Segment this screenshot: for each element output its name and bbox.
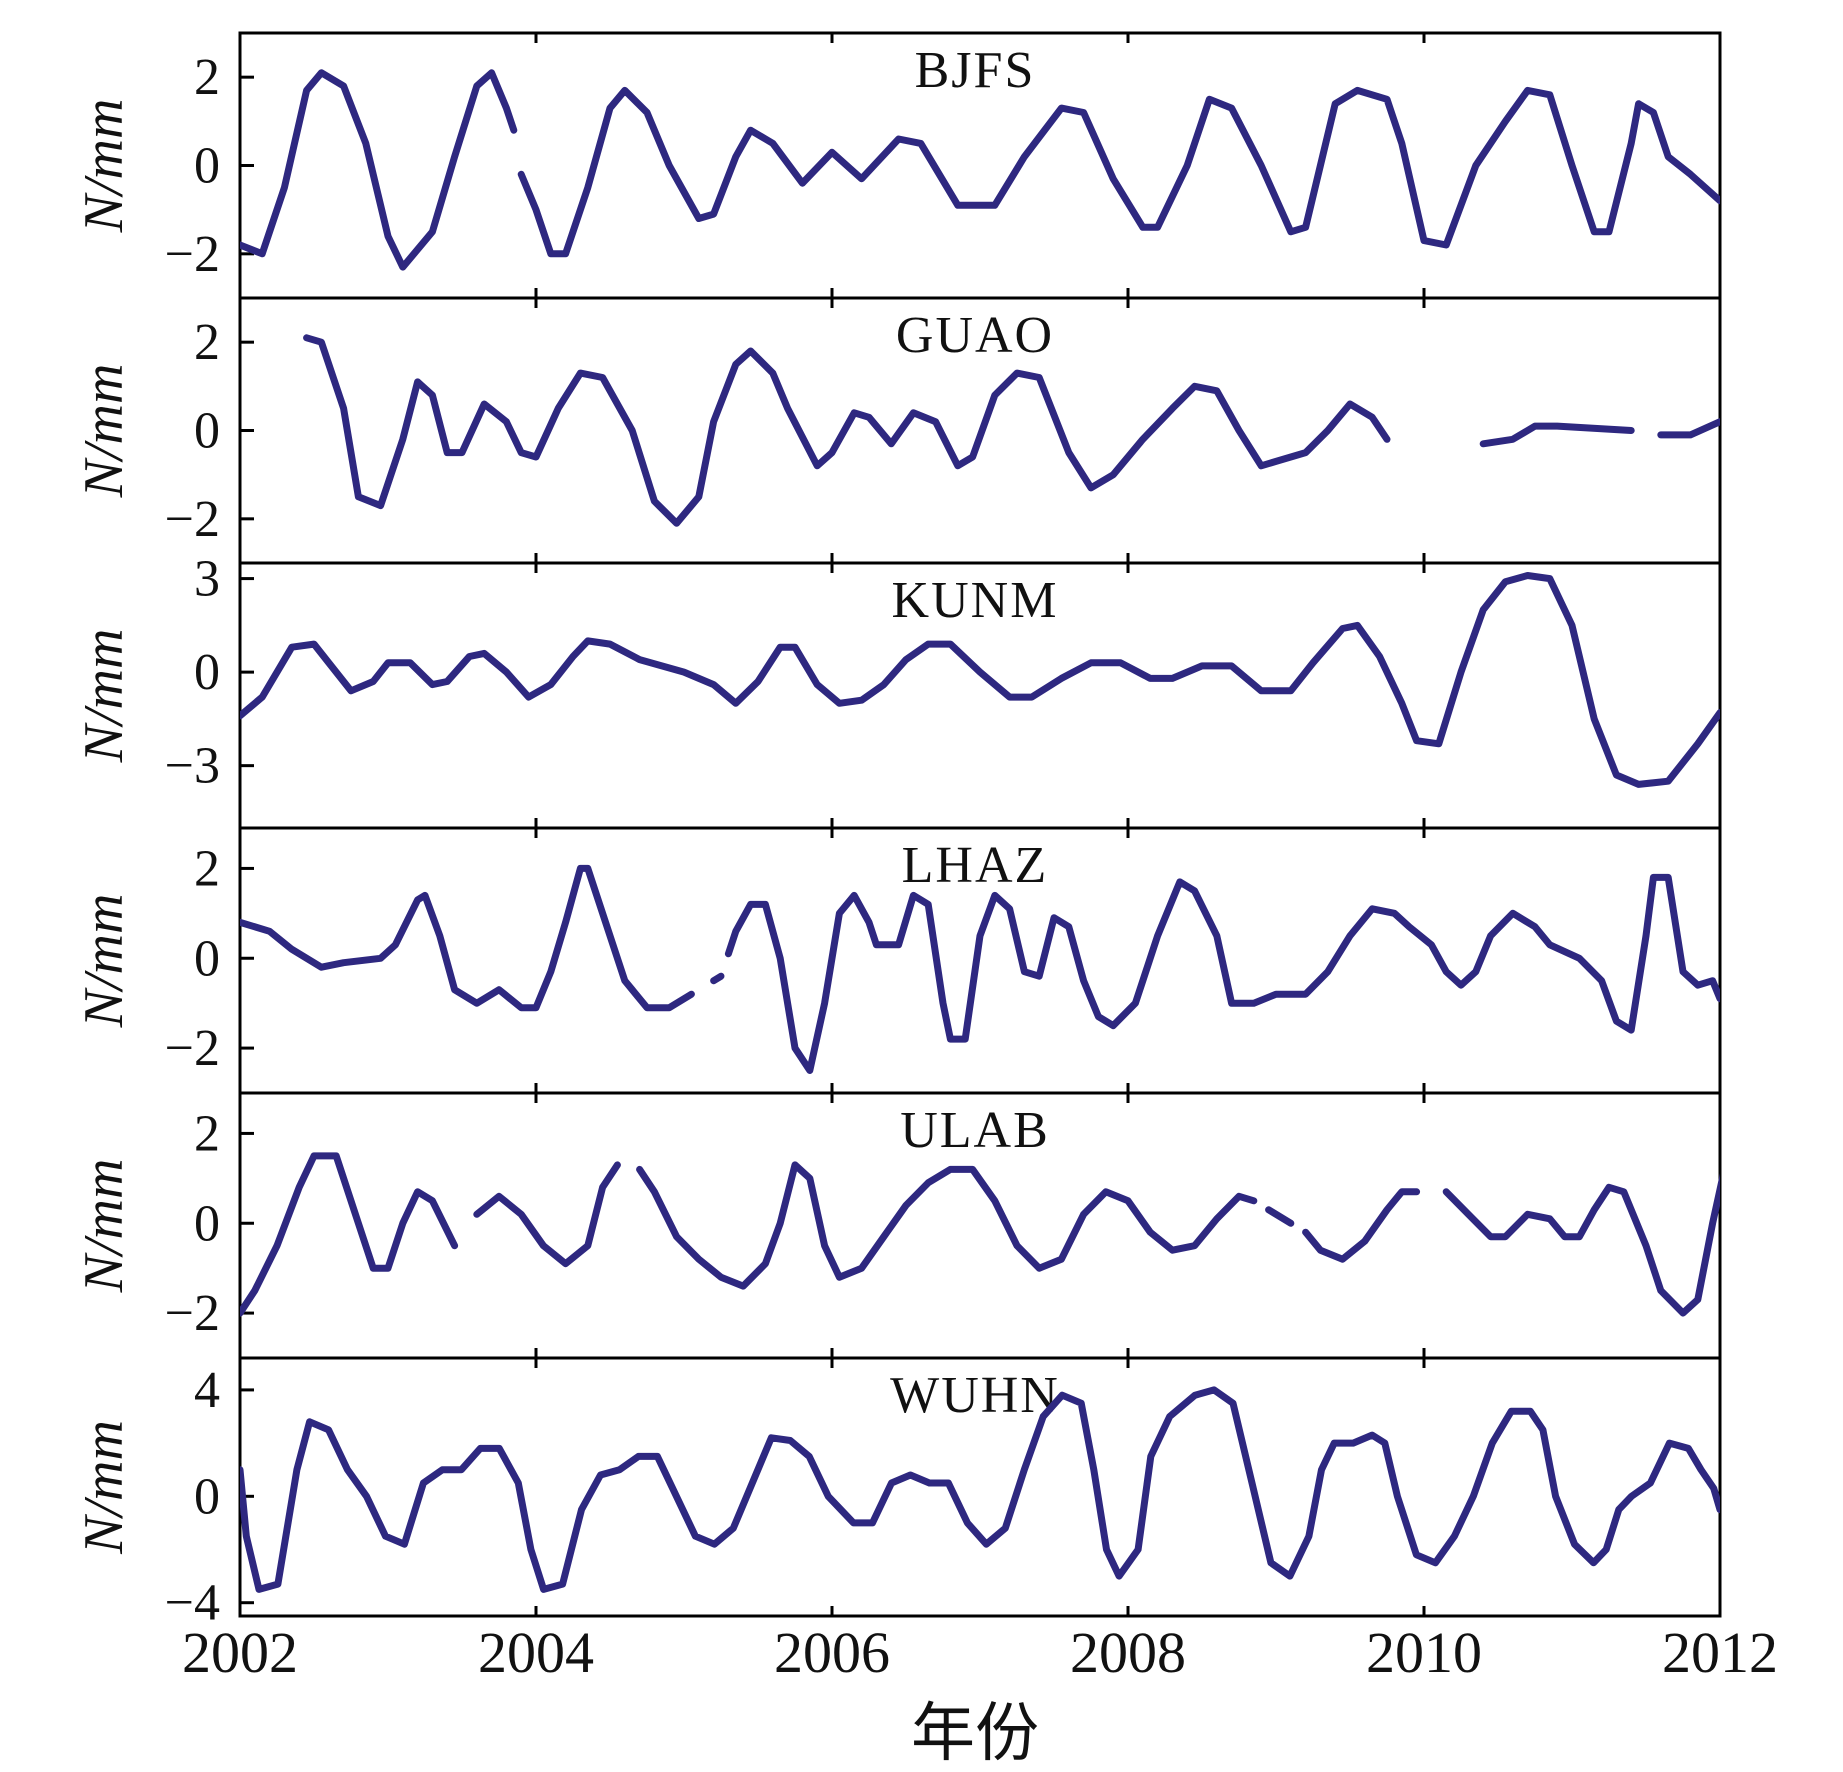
y-axis-label: N/mm (73, 1420, 135, 1555)
y-tick-label: −2 (165, 1020, 220, 1077)
panel-kunm: −3 0 3 N/mm KUNM (73, 551, 1722, 830)
y-tick-label: 0 (194, 644, 220, 701)
series-line-segment (710, 972, 725, 985)
y-tick-label: −2 (165, 1285, 220, 1342)
series-line-segment (724, 873, 1720, 1074)
panel-bjfs: −2 0 2 N/mm BJFS (73, 31, 1722, 300)
series-line-segment (1479, 422, 1635, 448)
y-tick-label: 2 (194, 314, 220, 371)
y-tick-label: 0 (194, 930, 220, 987)
panel-guao: −2 0 2 N/mm GUAO (73, 296, 1722, 565)
y-tick-label: 0 (194, 403, 220, 460)
y-tick-label: −2 (165, 226, 220, 283)
panel-title: WUHN (890, 1367, 1060, 1424)
panel-wuhn: −4 0 4 N/mm WUHN (73, 1356, 1722, 1632)
series-line-segment (240, 1386, 1720, 1593)
x-tick-labels: 2002 2004 2006 2008 2010 2012 (182, 1620, 1778, 1685)
y-tick-label: 0 (194, 138, 220, 195)
panel-title: ULAB (900, 1102, 1050, 1159)
x-tick-label: 2008 (1070, 1620, 1186, 1685)
y-tick-label: 0 (194, 1195, 220, 1252)
y-axis-label: N/mm (73, 364, 135, 499)
y-axis-label: N/mm (73, 894, 135, 1029)
x-tick-label: 2012 (1662, 1620, 1778, 1685)
y-tick-label: 3 (194, 551, 220, 608)
y-tick-label: 2 (194, 49, 220, 106)
y-axis-label: N/mm (73, 1159, 135, 1294)
series-line-segment (240, 69, 518, 271)
panel-title: LHAZ (902, 837, 1049, 894)
series-line-segment (636, 1161, 1258, 1290)
panel-lhaz: −2 0 2 N/mm LHAZ (73, 826, 1722, 1095)
series-line-segment (240, 572, 1720, 788)
series-line-segment (473, 1161, 621, 1268)
panel-title: BJFS (915, 42, 1036, 99)
x-tick-label: 2010 (1366, 1620, 1482, 1685)
panel-ulab: −2 0 2 N/mm ULAB (73, 1091, 1722, 1360)
y-tick-label: 2 (194, 840, 220, 897)
x-axis-label: 年份 (911, 1697, 1039, 1771)
y-axis-label: N/mm (73, 99, 135, 234)
x-tick-label: 2002 (182, 1620, 298, 1685)
y-tick-label: 2 (194, 1105, 220, 1162)
series-line-segment (303, 334, 1391, 527)
series-line-segment (1657, 418, 1720, 439)
y-tick-label: 4 (194, 1362, 220, 1419)
series-line-segment (240, 864, 695, 1012)
y-tick-label: −4 (165, 1575, 220, 1632)
y-tick-label: −3 (165, 738, 220, 795)
series-line-segment (240, 1152, 459, 1317)
panels: −2 0 2 N/mm BJFS −2 0 2 N/mm GUAO −3 0 3 N/mm KUNM −2 0 2… (73, 31, 1722, 1632)
series-line-segment (1265, 1206, 1295, 1227)
series-line-segment (1442, 1173, 1720, 1317)
x-tick-label: 2006 (774, 1620, 890, 1685)
x-tick-label: 2004 (478, 1620, 594, 1685)
panel-title: GUAO (896, 307, 1054, 364)
y-axis-label: N/mm (73, 629, 135, 764)
series-line-segment (517, 86, 1720, 258)
panel-title: KUNM (892, 572, 1059, 629)
y-tick-label: −2 (165, 491, 220, 548)
series-line-segment (1302, 1188, 1421, 1263)
y-tick-label: 0 (194, 1468, 220, 1525)
